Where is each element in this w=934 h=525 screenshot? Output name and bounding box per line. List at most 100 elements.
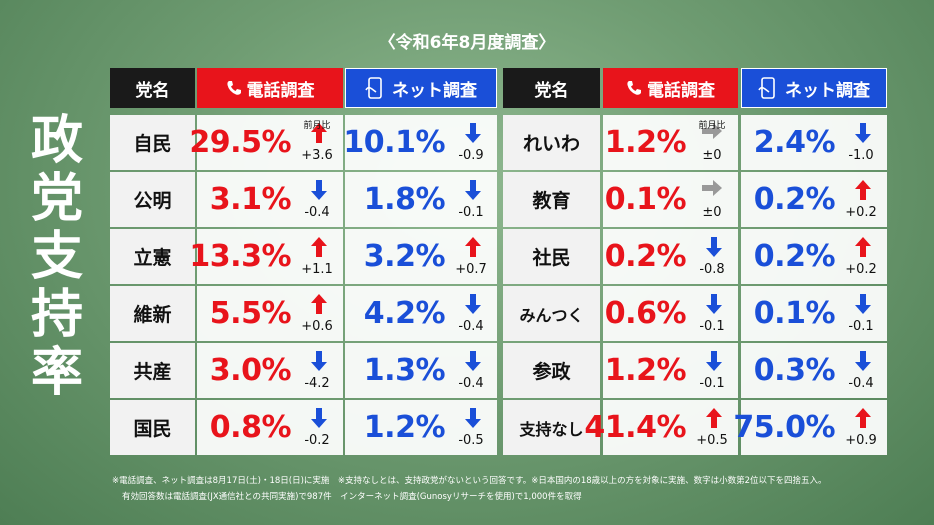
net-change: -0.4: [458, 376, 484, 391]
party-name: 共産: [110, 343, 195, 398]
net-value: 1.2%: [363, 410, 446, 445]
phone-cell: 29.5% +3.6: [189, 115, 343, 170]
net-cell: 75.0% +0.9: [733, 400, 887, 455]
trend-arrow: [311, 123, 327, 147]
trend-arrow: [702, 123, 722, 143]
net-cell: 3.2% +0.7: [345, 229, 497, 284]
trend-arrow: [855, 123, 871, 147]
trend-arrow: [465, 408, 481, 432]
net-value: 0.2%: [753, 239, 836, 274]
trend-arrow: [702, 180, 722, 200]
net-value: 1.8%: [363, 182, 446, 217]
header-phone-text: 電話調査: [246, 80, 315, 101]
net-value: 10.1%: [343, 125, 445, 160]
phone-change: -0.2: [304, 433, 330, 448]
change-label: 前月比: [303, 121, 331, 131]
net-change: -0.4: [458, 319, 484, 334]
party-name: 立憲: [110, 229, 195, 284]
phone-value: 3.0%: [209, 353, 292, 388]
phone-value: 29.5%: [189, 125, 291, 160]
phone-change: -0.8: [699, 262, 725, 277]
phone-cell: 1.2% -0.1: [603, 343, 738, 398]
net-change: -0.9: [458, 148, 484, 163]
trend-arrow: [706, 351, 722, 375]
phone-change: ±0: [702, 148, 722, 163]
net-value: 75.0%: [733, 410, 835, 445]
phone-cell: 3.0% -4.2: [197, 343, 343, 398]
trend-arrow: [706, 237, 722, 261]
party-name: 維新: [110, 286, 195, 341]
party-name: 公明: [110, 172, 195, 227]
trend-arrow: [855, 180, 871, 204]
party-name: 支持なし: [503, 400, 600, 455]
net-change: -0.5: [458, 433, 484, 448]
net-value: 0.1%: [753, 296, 836, 331]
phone-change: +0.5: [696, 433, 728, 448]
phone-cell: 0.2% -0.8: [603, 229, 738, 284]
net-change: +0.7: [455, 262, 487, 277]
trend-arrow: [706, 294, 722, 318]
header-party: 党名: [503, 68, 600, 108]
trend-arrow: [465, 180, 481, 204]
party-name: 自民: [110, 115, 195, 170]
phone-value: 3.1%: [209, 182, 292, 217]
party-name: 参政: [503, 343, 600, 398]
header-phone: 電話調査: [197, 68, 343, 108]
trend-arrow: [855, 408, 871, 432]
phone-value: 0.2%: [604, 239, 687, 274]
header-party: 党名: [110, 68, 195, 108]
net-change: -0.1: [458, 205, 484, 220]
phone-value: 0.6%: [604, 296, 687, 331]
net-cell: 1.8% -0.1: [345, 172, 497, 227]
change-label: 前月比: [698, 121, 726, 131]
header-net: ネット調査: [345, 68, 497, 108]
trend-arrow: [311, 351, 327, 375]
phone-value: 13.3%: [189, 239, 291, 274]
party-name: 社民: [503, 229, 600, 284]
party-name: 教育: [503, 172, 600, 227]
phone-cell: 5.5% +0.6: [197, 286, 343, 341]
header-phone: 電話調査: [603, 68, 738, 108]
phone-change: ±0: [702, 205, 722, 220]
side-title: 政党支持率: [30, 111, 83, 403]
footnote: 有効回答数は電話調査(JX通信社との共同実施)で987件 インターネット調査(G…: [122, 492, 582, 502]
party-name: れいわ: [503, 115, 600, 170]
net-value: 4.2%: [363, 296, 446, 331]
net-change: -0.4: [848, 376, 874, 391]
trend-arrow: [465, 294, 481, 318]
phone-value: 5.5%: [209, 296, 292, 331]
header-phone-text: 電話調査: [647, 80, 715, 101]
trend-arrow: [311, 180, 327, 204]
phone-cell: 0.6% -0.1: [603, 286, 738, 341]
phone-cell: 41.4% +0.5: [584, 400, 738, 455]
phone-value: 1.2%: [604, 125, 687, 160]
net-change: +0.9: [845, 433, 877, 448]
net-cell: 0.2% +0.2: [741, 172, 887, 227]
phone-change: -0.1: [699, 376, 725, 391]
phone-change: -0.4: [304, 205, 330, 220]
phone-change: -4.2: [304, 376, 330, 391]
net-cell: 10.1% -0.9: [343, 115, 497, 170]
phone-value: 41.4%: [584, 410, 686, 445]
net-cell: 2.4% -1.0: [741, 115, 887, 170]
trend-arrow: [311, 294, 327, 318]
net-value: 1.3%: [363, 353, 446, 388]
party-name: みんつく: [503, 286, 600, 341]
header-net-text: ネット調査: [785, 80, 870, 101]
net-value: 3.2%: [363, 239, 446, 274]
net-value: 0.2%: [753, 182, 836, 217]
party-name: 国民: [110, 400, 195, 455]
net-cell: 4.2% -0.4: [345, 286, 497, 341]
trend-arrow: [855, 351, 871, 375]
phone-cell: 0.8% -0.2: [197, 400, 343, 455]
trend-arrow: [311, 408, 327, 432]
phone-cell: 3.1% -0.4: [197, 172, 343, 227]
net-change: +0.2: [845, 205, 877, 220]
trend-arrow: [706, 408, 722, 432]
trend-arrow: [855, 237, 871, 261]
trend-arrow: [465, 123, 481, 147]
phone-change: +0.6: [301, 319, 333, 334]
net-value: 0.3%: [753, 353, 836, 388]
phone-cell: 1.2% ±0: [603, 115, 738, 170]
